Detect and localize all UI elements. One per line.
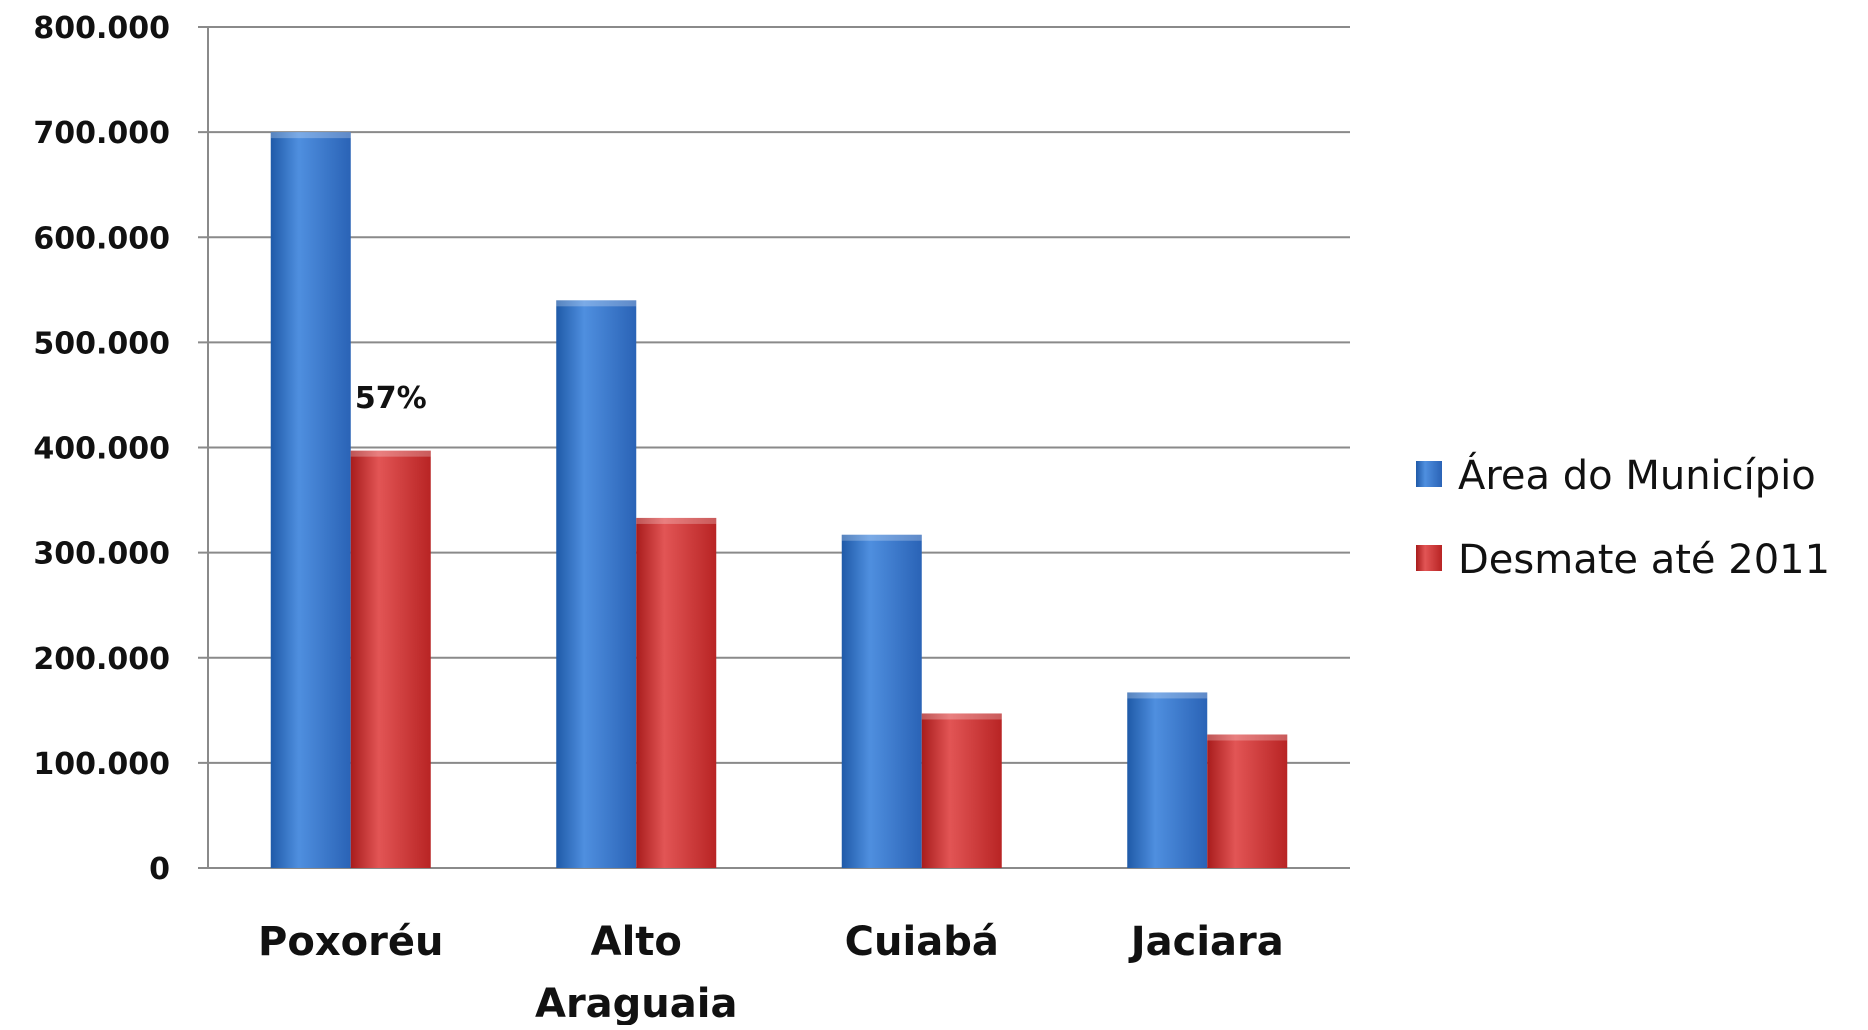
bar-highlight: [556, 300, 637, 307]
legend-swatch: [1416, 461, 1442, 487]
y-tick-label: 700.000: [33, 116, 170, 151]
y-tick-label: 200.000: [33, 642, 170, 677]
legend: Área do Município Desmate até 2011: [1416, 451, 1830, 583]
bar-0-0: [270, 132, 351, 868]
y-tick-label: 500.000: [33, 326, 170, 361]
x-tick-label-line: Cuiabá: [845, 919, 999, 965]
x-axis-tick-labels: Poxoréu Alto Araguaia Cuiabá Jaciara: [258, 919, 1284, 1027]
legend-swatch: [1416, 545, 1442, 571]
bar-highlight: [350, 450, 431, 457]
x-tick-label-line: Jaciara: [1128, 919, 1284, 965]
y-tick-label: 300.000: [33, 537, 170, 572]
legend-label: Área do Município: [1458, 451, 1816, 499]
bar-highlight: [636, 517, 717, 524]
bar-highlight: [921, 713, 1002, 720]
bar-2-0: [841, 534, 922, 868]
bar-3-1: [1207, 734, 1288, 868]
x-tick-label: Cuiabá: [845, 919, 999, 965]
y-tick-label: 600.000: [33, 221, 170, 256]
bar-1-1: [636, 517, 717, 868]
bar-1-0: [556, 300, 637, 868]
y-tick-label: 100.000: [33, 747, 170, 782]
y-tick-label: 0: [149, 852, 170, 887]
bar-3-0: [1127, 692, 1208, 868]
bar-2-1: [921, 713, 1002, 868]
bar-highlight: [1207, 734, 1288, 741]
x-tick-label-line: Alto: [591, 919, 682, 965]
bar-highlight: [841, 534, 922, 541]
legend-label: Desmate até 2011: [1458, 537, 1830, 583]
x-tick-label-line: Araguaia: [535, 981, 737, 1025]
bar-highlight: [1127, 692, 1208, 699]
data-labels: 57%: [355, 381, 427, 416]
bars: [270, 132, 1288, 868]
bar-0-1: [350, 450, 431, 868]
x-tick-label: Alto Araguaia: [535, 919, 737, 1025]
y-tick-label: 400.000: [33, 432, 170, 467]
bar-highlight: [270, 132, 351, 139]
x-tick-label: Jaciara: [1128, 919, 1284, 965]
x-tick-label-line: Poxoréu: [258, 919, 443, 965]
x-tick-label: Poxoréu: [258, 919, 443, 965]
y-axis-tick-labels: 0 100.000 200.000 300.000 400.000 500.000 600.…: [33, 11, 170, 887]
data-label: 57%: [355, 381, 427, 416]
y-tick-label: 800.000: [33, 11, 170, 46]
